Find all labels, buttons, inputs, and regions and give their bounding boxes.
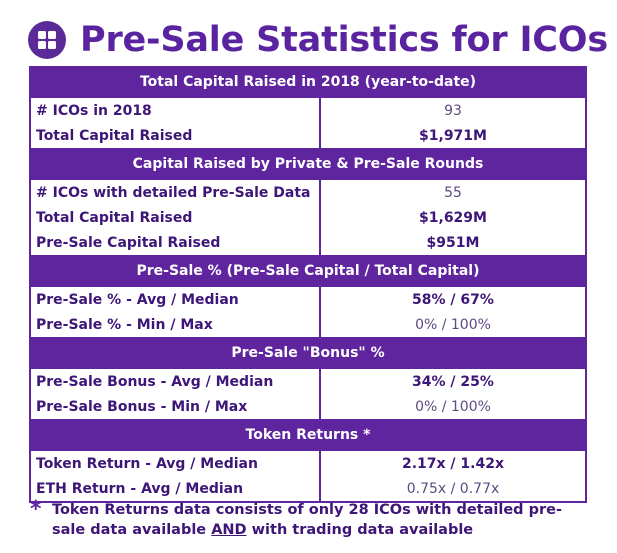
table-row: Pre-Sale Bonus - Min / Max 0% / 100% [29,394,587,421]
row-label: ETH Return - Avg / Median [29,476,321,503]
row-label: Token Return - Avg / Median [29,450,321,476]
row-value: $951M [319,230,587,257]
footnote-text-after: with trading data available [246,522,474,538]
row-label: # ICOs with detailed Pre-Sale Data [29,179,321,205]
table-row: Pre-Sale % - Avg / Median 58% / 67% [29,286,587,312]
row-value: 93 [319,97,587,123]
section-header: Pre-Sale % (Pre-Sale Capital / Total Cap… [29,255,587,287]
row-label: Pre-Sale % - Avg / Median [29,286,321,312]
table-row: Token Return - Avg / Median 2.17x / 1.42… [29,450,587,476]
footnote: * Token Returns data consists of only 28… [30,497,590,540]
footnote-emphasis: AND [211,522,247,538]
row-value: 55 [319,179,587,205]
section-header-label: Pre-Sale "Bonus" % [29,337,587,369]
row-value: $1,629M [319,205,587,230]
table-row: Pre-Sale Capital Raised $951M [29,230,587,257]
row-label: Total Capital Raised [29,123,321,150]
section-header-label: Capital Raised by Private & Pre-Sale Rou… [29,148,587,180]
row-value: 0% / 100% [319,312,587,339]
row-value: 58% / 67% [319,286,587,312]
grid-icon [28,21,66,59]
table-row: ETH Return - Avg / Median 0.75x / 0.77x [29,476,587,503]
footnote-text: Token Returns data consists of only 28 I… [52,500,590,540]
stats-table: Total Capital Raised in 2018 (year-to-da… [29,66,587,503]
row-value: 0% / 100% [319,394,587,421]
table-row: # ICOs in 2018 93 [29,97,587,123]
header: Pre-Sale Statistics for ICOs [28,12,608,68]
table-row: Total Capital Raised $1,629M [29,205,587,230]
row-value: 2.17x / 1.42x [319,450,587,476]
table-row: Pre-Sale % - Min / Max 0% / 100% [29,312,587,339]
row-label: Pre-Sale % - Min / Max [29,312,321,339]
table-row: Pre-Sale Bonus - Avg / Median 34% / 25% [29,368,587,394]
section-header-label: Total Capital Raised in 2018 (year-to-da… [29,66,587,98]
row-label: Pre-Sale Capital Raised [29,230,321,257]
section-header: Token Returns * [29,419,587,451]
row-value: 34% / 25% [319,368,587,394]
section-header-label: Token Returns * [29,419,587,451]
row-label: Total Capital Raised [29,205,321,230]
table-row: Total Capital Raised $1,971M [29,123,587,150]
section-header: Capital Raised by Private & Pre-Sale Rou… [29,148,587,180]
section-header: Total Capital Raised in 2018 (year-to-da… [29,66,587,98]
footnote-text-before: Token Returns data consists of only 28 I… [52,502,562,538]
section-header: Pre-Sale "Bonus" % [29,337,587,369]
table-row: # ICOs with detailed Pre-Sale Data 55 [29,179,587,205]
page-title: Pre-Sale Statistics for ICOs [80,20,608,60]
footnote-marker: * [30,497,42,522]
row-label: Pre-Sale Bonus - Avg / Median [29,368,321,394]
row-value: $1,971M [319,123,587,150]
section-header-label: Pre-Sale % (Pre-Sale Capital / Total Cap… [29,255,587,287]
row-value: 0.75x / 0.77x [319,476,587,503]
row-label: Pre-Sale Bonus - Min / Max [29,394,321,421]
row-label: # ICOs in 2018 [29,97,321,123]
